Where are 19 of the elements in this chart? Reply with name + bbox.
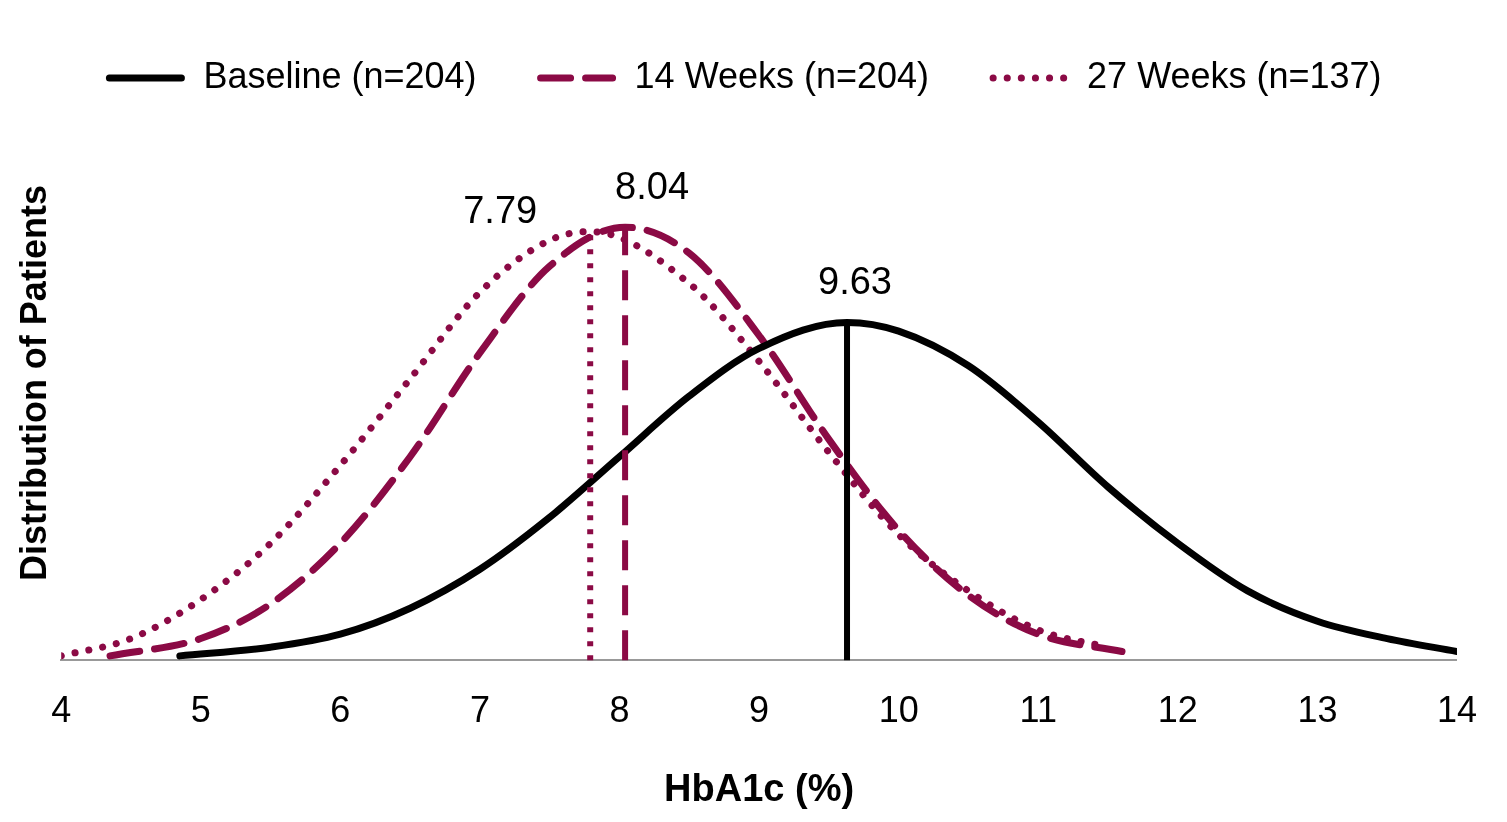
x-tick-label: 11 [1019,688,1057,730]
legend-label: Baseline (n=204) [203,54,477,96]
legend-label: 27 Weeks (n=137) [1087,54,1382,96]
x-tick-label: 12 [1157,688,1198,730]
ref-line-label: 9.63 [818,259,893,302]
x-tick-label: 8 [609,688,630,730]
x-tick-label: 4 [51,688,72,730]
legend-label: 14 Weeks (n=204) [634,54,930,96]
x-tick-label: 5 [190,688,211,730]
y-axis-title: Distribution of Patients [12,185,54,582]
x-tick-label: 6 [330,688,351,730]
x-tick-label: 10 [878,688,919,730]
x-tick-label: 14 [1436,688,1477,730]
ref-line-label: 7.79 [463,189,538,232]
x-tick-label: 7 [469,688,490,730]
ref-line-label: 8.04 [615,164,690,207]
x-tick-label: 13 [1297,688,1338,730]
x-axis-title: HbA1c (%) [664,766,855,809]
x-tick-label: 9 [749,688,770,730]
